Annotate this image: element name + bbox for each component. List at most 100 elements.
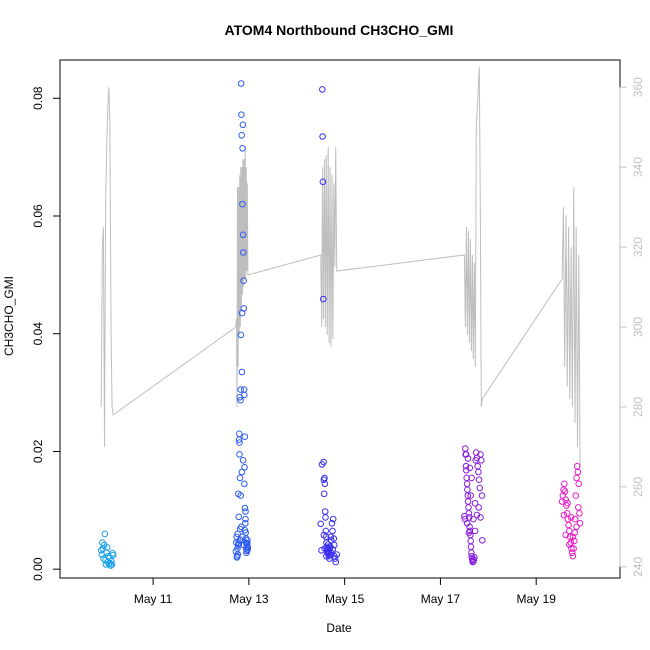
data-point (571, 537, 578, 545)
data-point (331, 541, 338, 549)
data-point (239, 145, 246, 152)
data-point (237, 331, 245, 339)
data-point (575, 480, 583, 488)
data-point (467, 537, 475, 545)
data-point (570, 545, 577, 552)
data-point (317, 520, 325, 528)
data-point (568, 549, 576, 557)
data-point (238, 523, 245, 531)
data-point (243, 543, 251, 551)
data-point (470, 556, 478, 564)
data-point (320, 490, 328, 498)
data-point (241, 504, 249, 512)
data-point (464, 486, 471, 494)
data-point (239, 533, 246, 541)
data-point (319, 133, 326, 140)
data-point (241, 527, 249, 534)
data-point (329, 515, 337, 523)
data-point (97, 547, 105, 554)
x-axis-label: Date (326, 621, 352, 635)
data-point (461, 512, 468, 520)
data-point (475, 468, 482, 476)
data-point (99, 545, 107, 552)
data-point (471, 554, 478, 561)
data-point (238, 368, 246, 376)
data-point (571, 529, 579, 537)
data-point (477, 514, 484, 521)
chart-title: ATOM4 Northbound CH3CHO_GMI (225, 22, 454, 38)
data-point (235, 541, 243, 548)
data-point (237, 386, 244, 393)
data-point (240, 386, 248, 393)
data-point (468, 474, 475, 482)
data-point (471, 527, 479, 535)
data-point (576, 510, 583, 517)
data-point (464, 498, 472, 505)
data-point (109, 551, 117, 559)
data-point (465, 514, 473, 521)
data-point (573, 462, 581, 470)
data-point (244, 537, 251, 544)
data-point (474, 462, 482, 470)
data-point (242, 535, 250, 542)
x-tick-label: May 11 (134, 592, 173, 606)
data-point (463, 480, 471, 488)
data-point (564, 499, 571, 507)
data-point (240, 305, 248, 312)
data-point (240, 249, 247, 256)
data-point (321, 508, 329, 515)
data-point (479, 537, 486, 544)
data-point (574, 468, 582, 476)
data-point (462, 462, 470, 470)
data-point (239, 200, 246, 208)
y2-tick-label: 320 (631, 237, 645, 257)
y-tick-label: 0.04 (31, 322, 45, 346)
data-point (576, 520, 584, 527)
data-point (107, 562, 115, 569)
y2-tick-label: 280 (631, 397, 645, 417)
data-point (237, 80, 245, 87)
data-point (320, 531, 328, 539)
data-point (103, 544, 111, 551)
secondary-line-layer (100, 67, 581, 467)
data-point (470, 515, 477, 523)
data-point (464, 455, 472, 462)
data-point (326, 545, 333, 552)
data-point (241, 433, 249, 441)
data-point (236, 451, 243, 458)
data-point (569, 533, 577, 541)
data-point (467, 492, 475, 499)
y-tick-label: 0.02 (31, 439, 45, 463)
data-point (239, 457, 247, 464)
data-point (236, 439, 243, 446)
data-point (319, 178, 327, 186)
data-point (108, 561, 116, 568)
data-point (467, 543, 475, 551)
y2-tick-label: 340 (631, 157, 645, 177)
data-point (242, 508, 249, 515)
y-axis-label: CH3CHO_GMI (2, 276, 16, 356)
data-point (108, 557, 115, 565)
data-point (321, 480, 329, 488)
data-point (240, 277, 247, 285)
data-point (561, 488, 569, 495)
data-point (476, 484, 484, 492)
data-point (462, 445, 469, 452)
data-point (462, 451, 470, 458)
data-point (244, 546, 251, 554)
x-tick-label: May 17 (421, 592, 461, 606)
secondary-series-line (100, 67, 581, 467)
data-point (571, 515, 579, 523)
data-point (575, 504, 582, 511)
data-point (239, 231, 247, 239)
data-point (471, 499, 479, 507)
data-point (569, 552, 577, 560)
data-point (332, 558, 340, 566)
data-point (331, 555, 339, 562)
y-tick-label: 0.08 (31, 86, 45, 110)
data-point (330, 535, 338, 542)
data-point (322, 514, 329, 521)
data-point (244, 540, 251, 547)
data-point (238, 132, 245, 139)
